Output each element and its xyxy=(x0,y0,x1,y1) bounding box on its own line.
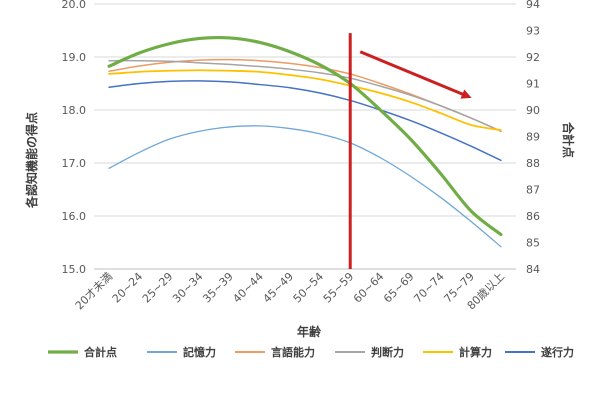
y-right-tick-label: 91 xyxy=(526,78,540,91)
y-left-tick-label: 19.0 xyxy=(62,51,87,64)
series-layer xyxy=(107,35,503,248)
y-right-tick-label: 85 xyxy=(526,237,540,250)
y-right-tick-label: 90 xyxy=(526,104,540,117)
y-right-tick-label: 84 xyxy=(526,263,540,276)
legend-label: 言語能力 xyxy=(271,345,315,359)
series-line-6 xyxy=(108,80,502,162)
gridlines xyxy=(94,3,516,270)
x-tick-label: 70~74 xyxy=(411,270,447,306)
y-right-tick-label: 93 xyxy=(526,25,540,38)
y-axis-left-title: 各認知機能の得点 xyxy=(24,112,39,209)
series-line-5 xyxy=(108,69,502,132)
y-right-tick-label: 89 xyxy=(526,131,540,144)
y-right-tick-label: 87 xyxy=(526,184,540,197)
y-left-tick-label: 16.0 xyxy=(62,210,87,223)
legend-label: 合計点 xyxy=(84,345,117,359)
series-line-4 xyxy=(108,59,502,132)
y-axis-right-title: 合計点 xyxy=(561,122,576,158)
legend-label: 遂行力 xyxy=(541,345,574,359)
y-left-tick-label: 17.0 xyxy=(62,157,87,170)
x-tick-label: 30~34 xyxy=(170,270,206,306)
y-right-tick-label: 92 xyxy=(526,51,540,64)
y-right-tick-label: 88 xyxy=(526,157,540,170)
y-left-tick-label: 18.0 xyxy=(62,104,87,117)
annotation-layer xyxy=(348,33,472,269)
legend: 合計点 記憶力 言語能力 判断力 計算力 遂行力 xyxy=(48,345,574,359)
legend-label: 計算力 xyxy=(459,345,492,359)
series-line-1 xyxy=(107,35,503,237)
y-left-tick-label: 15.0 xyxy=(62,263,87,276)
x-axis-title: 年齢 xyxy=(297,324,322,339)
x-tick-label: 45~49 xyxy=(261,270,297,306)
y-left-tick-label: 20.0 xyxy=(62,0,87,11)
x-axis: 20才未満20~2425~2930~3435~3940~4445~4950~54… xyxy=(72,269,507,312)
x-tick-label: 20~24 xyxy=(110,270,146,306)
y-right-tick-label: 94 xyxy=(526,0,540,11)
x-tick-label: 60~64 xyxy=(351,270,387,306)
series-line-2 xyxy=(108,125,502,248)
x-tick-label: 55~59 xyxy=(321,270,357,306)
legend-label: 記憶力 xyxy=(183,345,216,359)
y-right-tick-label: 86 xyxy=(526,210,540,223)
x-tick-label: 50~54 xyxy=(291,270,327,306)
x-tick-label: 65~69 xyxy=(381,270,417,306)
trend-arrow xyxy=(359,50,472,99)
x-tick-label: 25~29 xyxy=(140,270,176,306)
legend-label: 判断力 xyxy=(371,345,404,359)
right-axis: 84 85 86 87 88 89 90 91 92 93 94 xyxy=(526,0,540,276)
x-tick-label: 35~39 xyxy=(200,270,236,306)
left-axis: 15.0 16.0 17.0 18.0 19.0 20.0 xyxy=(62,0,87,276)
x-tick-label: 40~44 xyxy=(230,270,266,306)
